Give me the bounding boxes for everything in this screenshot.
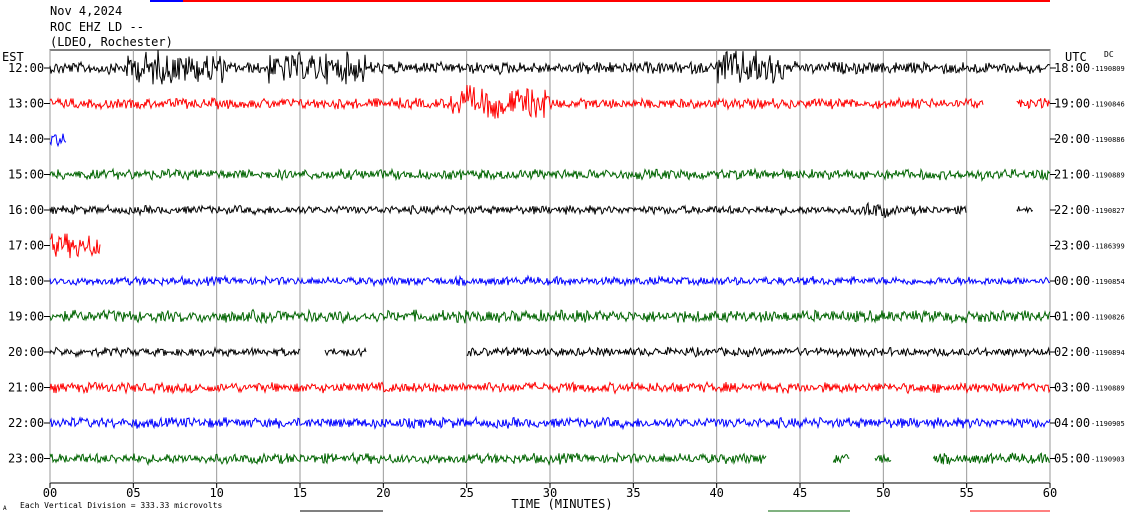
- trace-row-16:00: [1016, 205, 1034, 214]
- right-zone-label: UTC: [1065, 50, 1087, 64]
- row-dc-offset: -1190905: [1091, 420, 1125, 428]
- x-tick-label: 20: [376, 486, 390, 500]
- trace-row-17:00: [49, 233, 101, 259]
- footer-corner-mark: A: [3, 505, 7, 512]
- row-dc-offset: -1190854: [1091, 278, 1125, 286]
- x-axis-label: TIME (MINUTES): [511, 497, 612, 511]
- trace-row-22:00: [49, 415, 1051, 431]
- trace-row-19:00: [49, 308, 1051, 325]
- x-tick-label: 25: [459, 486, 473, 500]
- row-label-est: 16:00: [8, 203, 44, 217]
- row-dc-offset: -1190846: [1091, 101, 1125, 109]
- x-axis-ticks: 00 05 10 15 20 25 30 35 40 45 50 55 60: [43, 483, 1057, 500]
- trace-row-20:00: [466, 346, 1051, 359]
- row-label-est: 13:00: [8, 97, 44, 111]
- row-label-utc: 00:00: [1054, 274, 1090, 288]
- x-tick-label: 15: [293, 486, 307, 500]
- vertical-gridlines: [49, 50, 1051, 483]
- row-label-est: 19:00: [8, 310, 44, 324]
- trace-row-23:00: [932, 452, 1050, 466]
- row-label-utc: 05:00: [1054, 452, 1090, 466]
- x-tick-label: 30: [543, 486, 557, 500]
- row-label-est: 23:00: [8, 452, 44, 466]
- dc-label: DC: [1104, 50, 1114, 59]
- row-label-est: 14:00: [8, 132, 44, 146]
- trace-row-15:00: [49, 167, 1051, 182]
- x-tick-label: 45: [793, 486, 807, 500]
- x-tick-label: 00: [43, 486, 57, 500]
- trace-row-23:00: [874, 453, 892, 463]
- row-label-est: 21:00: [8, 381, 44, 395]
- x-tick-label: 40: [709, 486, 723, 500]
- seismic-traces: [49, 49, 1051, 466]
- footer-scale-note: Each Vertical Division = 333.33 microvol…: [20, 501, 222, 510]
- trace-row-23:00: [49, 451, 767, 466]
- row-dc-offset: -1190889: [1091, 385, 1125, 393]
- row-label-est: 22:00: [8, 416, 44, 430]
- row-label-utc: 04:00: [1054, 416, 1090, 430]
- trace-row-21:00: [49, 380, 1051, 395]
- row-label-utc: 22:00: [1054, 203, 1090, 217]
- row-label-est: 15:00: [8, 168, 44, 182]
- row-label-est: 18:00: [8, 274, 44, 288]
- x-tick-label: 05: [126, 486, 140, 500]
- row-dc-offset: -1190903: [1091, 456, 1125, 464]
- header-station: ROC EHZ LD --: [50, 20, 144, 34]
- row-dc-offset: -1190809: [1091, 65, 1125, 73]
- row-dc-offset: -1190886: [1091, 136, 1125, 144]
- trace-row-13:00: [49, 84, 984, 119]
- x-tick-label: 10: [209, 486, 223, 500]
- row-label-utc: 02:00: [1054, 345, 1090, 359]
- row-label-utc: 03:00: [1054, 381, 1090, 395]
- trace-row-16:00: [49, 201, 967, 219]
- header-date: Nov 4,2024: [50, 4, 122, 18]
- trace-row-12:00: [49, 49, 1051, 85]
- x-tick-label: 55: [959, 486, 973, 500]
- row-label-est: 20:00: [8, 345, 44, 359]
- left-zone-label: EST: [2, 50, 24, 64]
- row-label-utc: 23:00: [1054, 239, 1090, 253]
- row-label-utc: 19:00: [1054, 97, 1090, 111]
- x-tick-label: 50: [876, 486, 890, 500]
- row-dc-offset: -1190827: [1091, 207, 1125, 215]
- trace-row-20:00: [324, 346, 367, 358]
- x-tick-label: 35: [626, 486, 640, 500]
- row-label-utc: 01:00: [1054, 310, 1090, 324]
- trace-row-23:00: [832, 454, 850, 464]
- trace-row-20:00: [49, 346, 301, 359]
- row-dc-offset: -1186399: [1091, 243, 1125, 251]
- row-label-utc: 21:00: [1054, 168, 1090, 182]
- row-dc-offset: -1190889: [1091, 172, 1125, 180]
- x-tick-label: 60: [1043, 486, 1057, 500]
- row-label-est: 12:00: [8, 61, 44, 75]
- trace-row-14:00: [49, 133, 67, 148]
- row-label-utc: 18:00: [1054, 61, 1090, 75]
- trace-row-13:00: [1016, 98, 1051, 110]
- trace-row-18:00: [49, 274, 1051, 288]
- row-dc-offset: -1190894: [1091, 349, 1125, 357]
- row-label-utc: 20:00: [1054, 132, 1090, 146]
- row-label-est: 17:00: [8, 239, 44, 253]
- row-dc-offset: -1190826: [1091, 314, 1125, 322]
- header-network: (LDEO, Rochester): [50, 35, 173, 49]
